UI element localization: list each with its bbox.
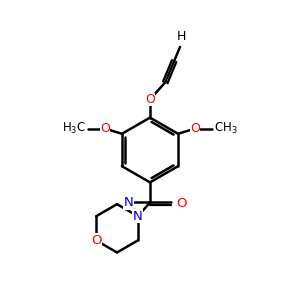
Text: N: N xyxy=(124,196,134,209)
Text: N: N xyxy=(133,210,143,223)
Text: H: H xyxy=(177,29,186,43)
Text: CH$_3$: CH$_3$ xyxy=(214,121,237,136)
Text: O: O xyxy=(91,234,101,247)
Text: H$_3$C: H$_3$C xyxy=(62,121,86,136)
Text: O: O xyxy=(176,197,186,210)
Text: O: O xyxy=(145,93,155,106)
Text: O: O xyxy=(100,122,110,135)
Text: O: O xyxy=(190,122,200,135)
